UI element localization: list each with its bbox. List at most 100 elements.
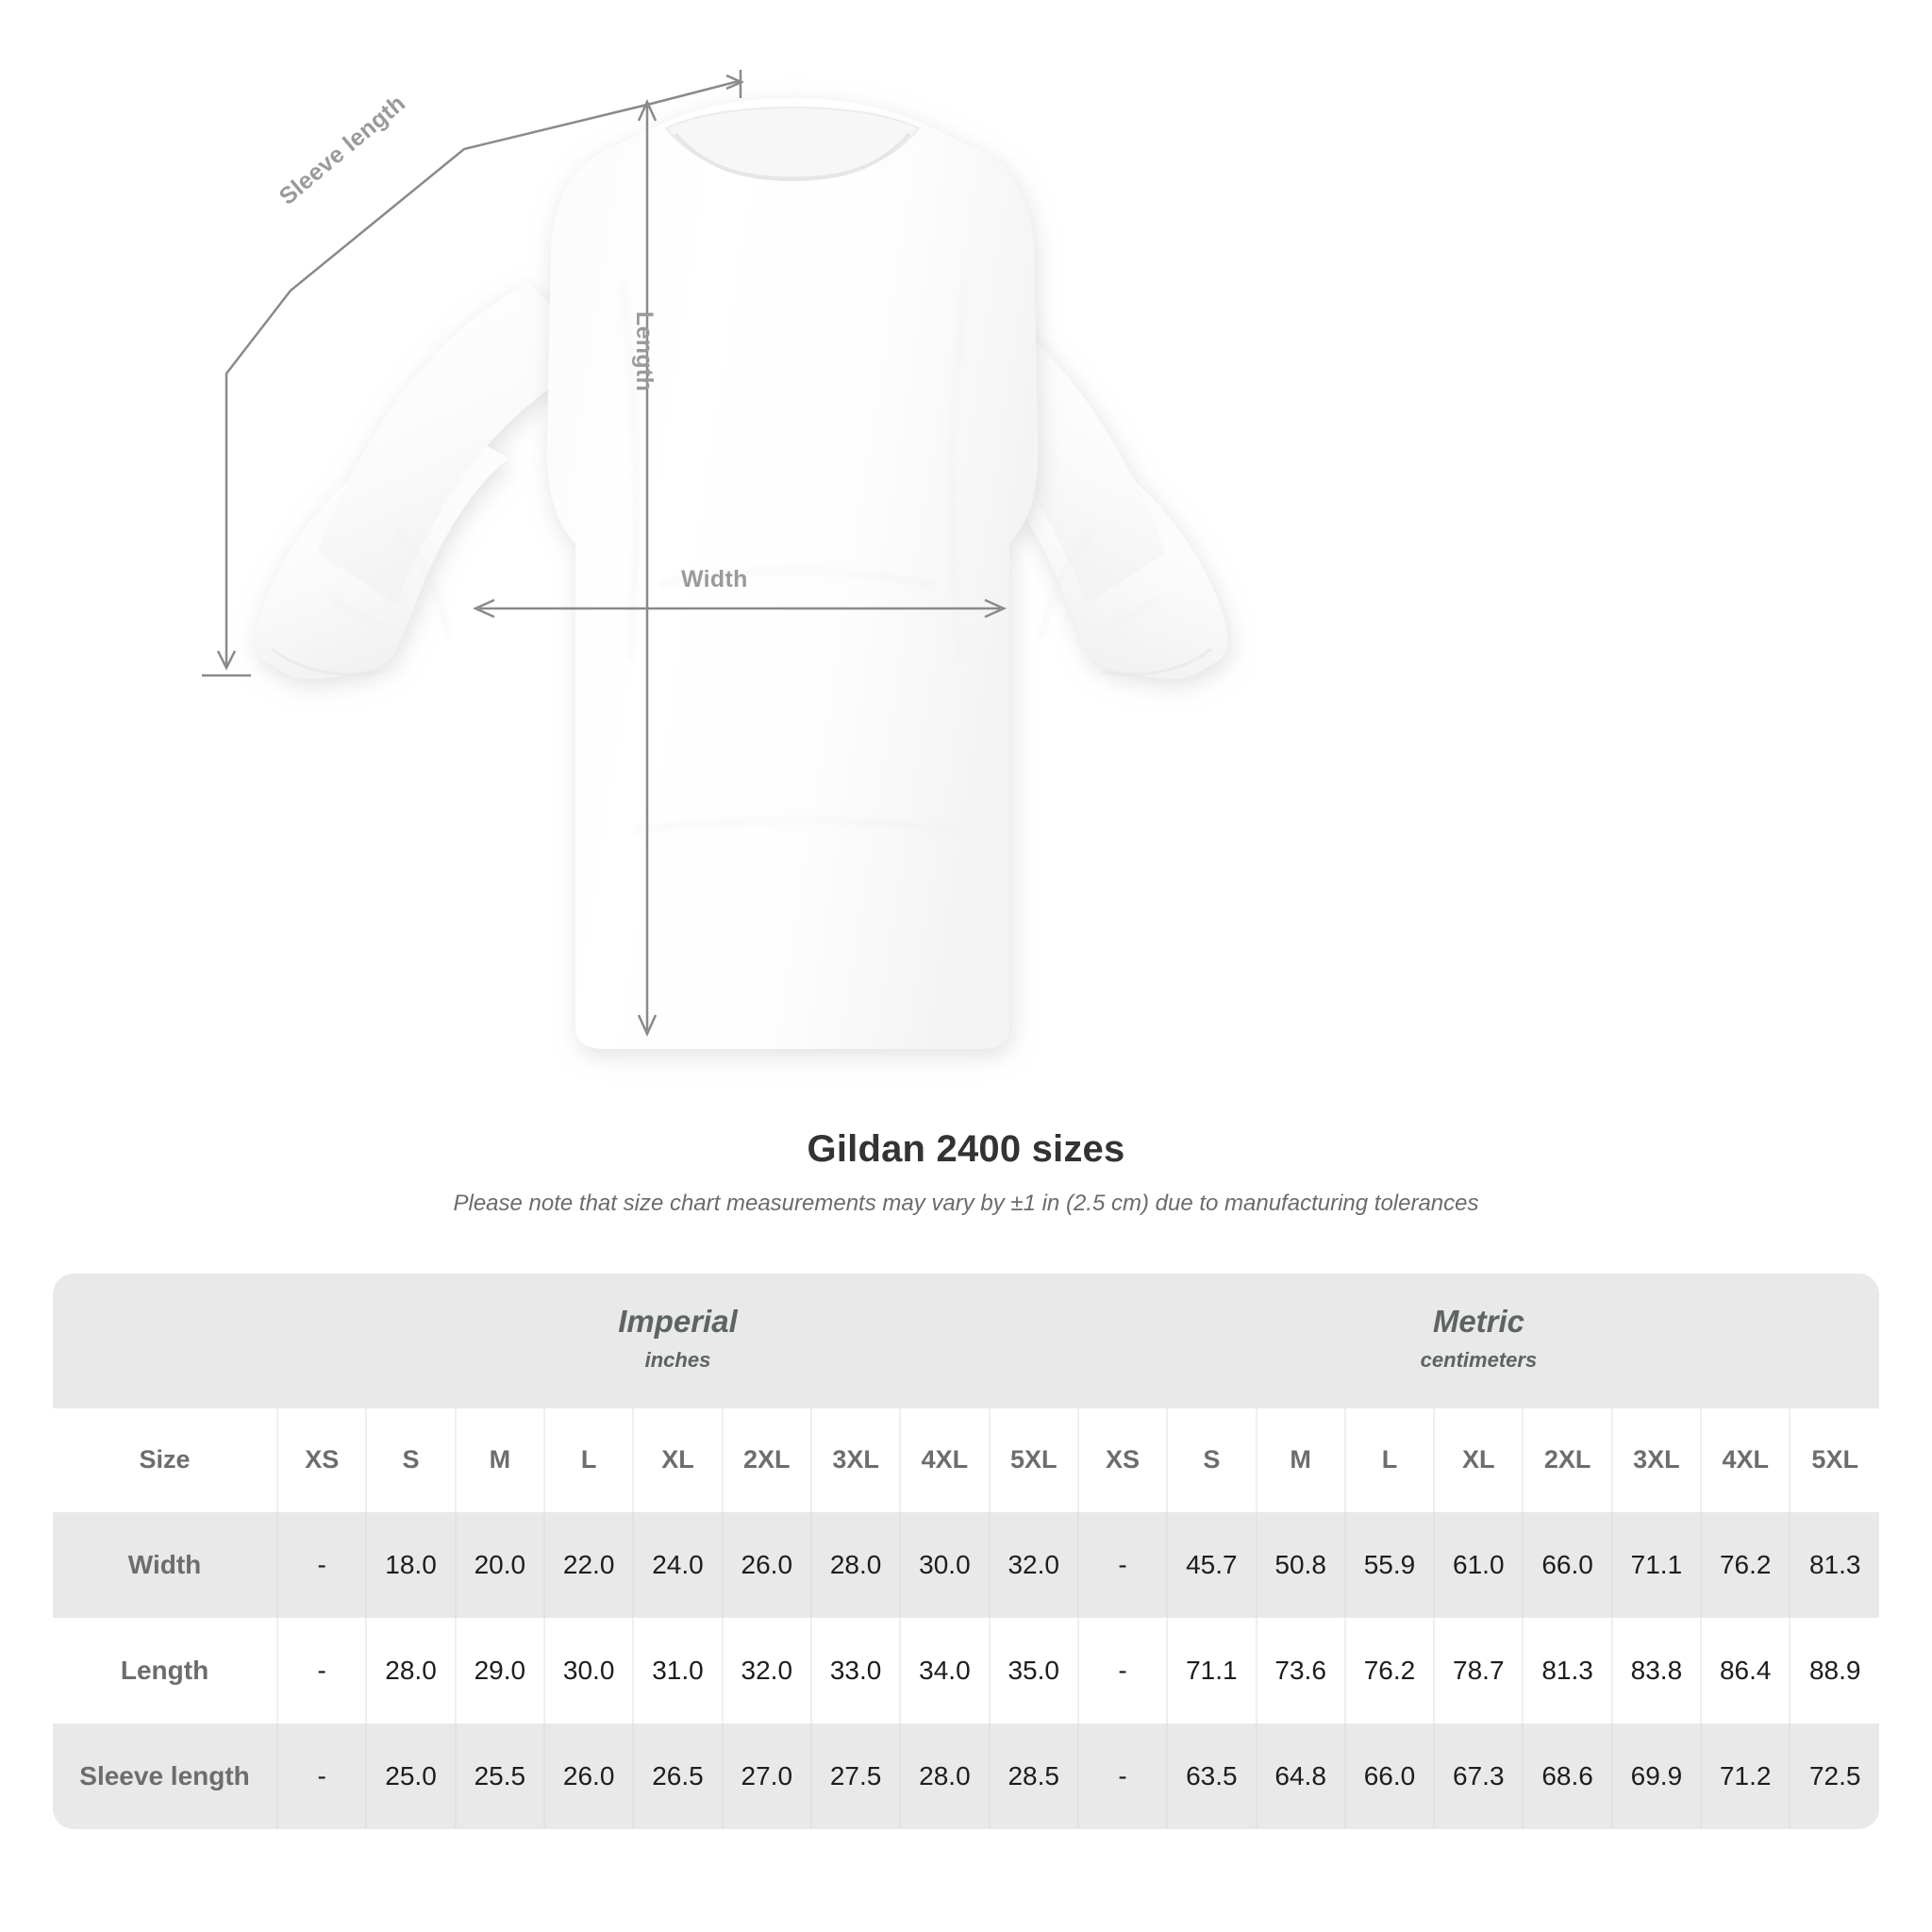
cell-length-metric-4xl: 86.4 <box>1701 1617 1791 1724</box>
column-header-metric-5xl: 5XL <box>1790 1407 1879 1512</box>
cell-length-imperial-m: 29.0 <box>455 1617 546 1724</box>
cell-sleeve-imperial-5xl: 28.5 <box>989 1723 1079 1829</box>
cell-sleeve-metric-xs: - <box>1077 1723 1169 1829</box>
cell-length-imperial-3xl: 33.0 <box>810 1617 902 1724</box>
cell-width-metric-l: 55.9 <box>1344 1511 1436 1618</box>
sleeve-bottom-arrowhead <box>216 650 237 671</box>
table-row: Sleeve length - 25.0 25.5 26.0 26.5 27.0… <box>53 1723 1879 1829</box>
cell-length-imperial-xs: - <box>277 1617 368 1724</box>
size-table: Imperial inches Metric centimeters Size … <box>53 1274 1879 1829</box>
measurement-lines <box>202 70 1008 1038</box>
cell-length-metric-xs: - <box>1077 1617 1169 1724</box>
cell-width-imperial-2xl: 26.0 <box>722 1511 812 1618</box>
tolerance-note: Please note that size chart measurements… <box>453 1191 1479 1216</box>
unit-header-row: Imperial inches Metric centimeters <box>53 1274 1879 1408</box>
cell-width-imperial-l: 22.0 <box>544 1511 635 1618</box>
cell-sleeve-metric-m: 64.8 <box>1256 1723 1346 1829</box>
column-header-metric-xl: XL <box>1434 1407 1524 1512</box>
cell-width-metric-xl: 61.0 <box>1434 1511 1524 1618</box>
row-header-sleeve-length: Sleeve length <box>53 1723 279 1829</box>
cell-length-imperial-2xl: 32.0 <box>722 1617 812 1724</box>
length-label: Length <box>631 311 658 392</box>
size-table-container: Imperial inches Metric centimeters Size … <box>53 1274 1879 1829</box>
table-row: Length - 28.0 29.0 30.0 31.0 32.0 33.0 3… <box>53 1617 1879 1724</box>
column-header-imperial-3xl: 3XL <box>810 1407 902 1512</box>
cell-width-imperial-m: 20.0 <box>455 1511 546 1618</box>
cell-width-metric-4xl: 76.2 <box>1701 1511 1791 1618</box>
column-header-metric-m: M <box>1256 1407 1346 1512</box>
cell-length-metric-xl: 78.7 <box>1434 1617 1524 1724</box>
cell-sleeve-metric-l: 66.0 <box>1344 1723 1436 1829</box>
cell-length-imperial-5xl: 35.0 <box>989 1617 1079 1724</box>
column-header-imperial-5xl: 5XL <box>989 1407 1079 1512</box>
width-label: Width <box>681 566 748 592</box>
cell-length-imperial-l: 30.0 <box>544 1617 635 1724</box>
column-header-size: Size <box>53 1407 279 1512</box>
cell-sleeve-metric-5xl: 72.5 <box>1790 1723 1879 1829</box>
column-header-imperial-2xl: 2XL <box>722 1407 812 1512</box>
table-row: Width - 18.0 20.0 22.0 24.0 26.0 28.0 30… <box>53 1511 1879 1618</box>
width-right-arrowhead <box>984 598 1008 619</box>
cell-width-metric-s: 45.7 <box>1167 1511 1257 1618</box>
unit-sub-metric: centimeters <box>1420 1347 1538 1372</box>
cell-sleeve-metric-2xl: 68.6 <box>1523 1723 1613 1829</box>
column-header-imperial-xs: XS <box>277 1407 368 1512</box>
cell-sleeve-metric-s: 63.5 <box>1167 1723 1257 1829</box>
cell-sleeve-imperial-xl: 26.5 <box>633 1723 724 1829</box>
size-header-row: Size XS S M L XL 2XL 3XL 4XL 5XL XS S M … <box>53 1407 1879 1512</box>
cell-sleeve-metric-4xl: 71.2 <box>1701 1723 1791 1829</box>
cell-length-metric-s: 71.1 <box>1167 1617 1257 1724</box>
cell-width-imperial-xl: 24.0 <box>633 1511 724 1618</box>
unit-sub-imperial: inches <box>644 1347 711 1372</box>
row-header-length: Length <box>53 1617 279 1724</box>
cell-length-imperial-s: 28.0 <box>366 1617 457 1724</box>
cell-width-imperial-4xl: 30.0 <box>900 1511 991 1618</box>
unit-group-metric: Metric centimeters <box>1077 1274 1879 1408</box>
cell-width-metric-m: 50.8 <box>1256 1511 1346 1618</box>
sleeve-length-guide <box>225 79 740 666</box>
column-header-imperial-4xl: 4XL <box>900 1407 991 1512</box>
length-bottom-arrowhead <box>637 1014 658 1038</box>
unit-corner-cell <box>53 1274 278 1408</box>
cell-length-metric-5xl: 88.9 <box>1790 1617 1879 1724</box>
cell-length-metric-l: 76.2 <box>1344 1617 1436 1724</box>
column-header-imperial-xl: XL <box>633 1407 724 1512</box>
cell-width-imperial-xs: - <box>277 1511 368 1618</box>
unit-name-metric: Metric <box>1432 1304 1525 1339</box>
column-header-metric-s: S <box>1167 1407 1257 1512</box>
cell-length-metric-2xl: 81.3 <box>1523 1617 1613 1724</box>
cell-length-imperial-4xl: 34.0 <box>900 1617 991 1724</box>
garment-diagram: Sleeve length Length Width <box>202 70 1228 1049</box>
cell-width-imperial-5xl: 32.0 <box>989 1511 1079 1618</box>
column-header-imperial-m: M <box>455 1407 546 1512</box>
cell-width-imperial-s: 18.0 <box>366 1511 457 1618</box>
column-header-metric-xs: XS <box>1077 1407 1169 1512</box>
column-header-imperial-s: S <box>366 1407 457 1512</box>
width-left-arrowhead <box>472 598 495 619</box>
cell-width-metric-xs: - <box>1077 1511 1169 1618</box>
length-top-arrowhead <box>637 98 658 122</box>
cell-width-metric-5xl: 81.3 <box>1790 1511 1879 1618</box>
row-header-width: Width <box>53 1511 279 1618</box>
cell-sleeve-imperial-4xl: 28.0 <box>900 1723 991 1829</box>
unit-name-imperial: Imperial <box>618 1304 738 1339</box>
unit-group-imperial: Imperial inches <box>277 1274 1078 1408</box>
cell-sleeve-metric-xl: 67.3 <box>1434 1723 1524 1829</box>
cell-width-metric-3xl: 71.1 <box>1611 1511 1703 1618</box>
cell-sleeve-metric-3xl: 69.9 <box>1611 1723 1703 1829</box>
column-header-metric-2xl: 2XL <box>1523 1407 1613 1512</box>
sleeve-top-arrowhead <box>725 74 745 91</box>
column-header-metric-4xl: 4XL <box>1701 1407 1791 1512</box>
cell-length-metric-m: 73.6 <box>1256 1617 1346 1724</box>
cell-sleeve-imperial-3xl: 27.5 <box>810 1723 902 1829</box>
long-sleeve-shirt-illustration <box>202 70 1228 1049</box>
column-header-metric-l: L <box>1344 1407 1436 1512</box>
column-header-imperial-l: L <box>544 1407 635 1512</box>
cell-sleeve-imperial-xs: - <box>277 1723 368 1829</box>
cell-sleeve-imperial-s: 25.0 <box>366 1723 457 1829</box>
cell-width-metric-2xl: 66.0 <box>1523 1511 1613 1618</box>
cell-sleeve-imperial-2xl: 27.0 <box>722 1723 812 1829</box>
cell-sleeve-imperial-l: 26.0 <box>544 1723 635 1829</box>
cell-length-metric-3xl: 83.8 <box>1611 1617 1703 1724</box>
